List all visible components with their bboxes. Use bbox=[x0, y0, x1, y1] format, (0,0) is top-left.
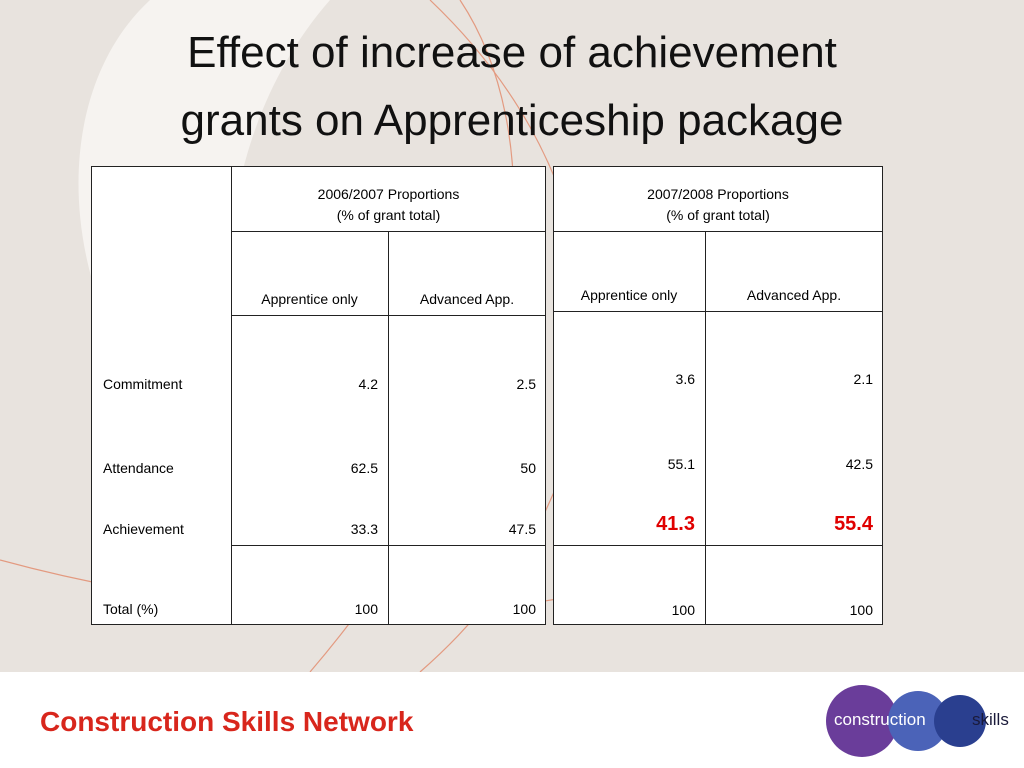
row-label: Total (%) bbox=[103, 601, 159, 617]
logo-text: skills bbox=[972, 710, 1009, 729]
column-header: Apprentice only bbox=[580, 287, 678, 303]
table-line bbox=[231, 166, 232, 625]
table-value: 62.5 bbox=[350, 460, 378, 476]
table-value: 41.3 bbox=[656, 513, 695, 535]
table-value: 3.6 bbox=[675, 371, 695, 387]
table-header: (% of grant total) bbox=[666, 207, 770, 223]
table-value: 2.5 bbox=[516, 376, 536, 392]
table-line bbox=[231, 545, 546, 546]
table-header: 2006/2007 Proportions bbox=[317, 186, 460, 202]
table-value: 100 bbox=[849, 602, 873, 618]
title-line: grants on Apprenticeship package bbox=[180, 96, 844, 145]
table-value: 50 bbox=[520, 460, 536, 476]
table-line bbox=[388, 231, 389, 625]
table-value: 42.5 bbox=[845, 456, 873, 472]
table-line bbox=[231, 315, 546, 316]
table-value: 33.3 bbox=[350, 521, 378, 537]
column-header: Apprentice only bbox=[261, 291, 358, 307]
table-value: 47.5 bbox=[508, 521, 536, 537]
table-value: 2.1 bbox=[853, 371, 873, 387]
row-label: Achievement bbox=[103, 521, 184, 537]
column-header: Advanced App. bbox=[746, 287, 842, 303]
table-line bbox=[705, 231, 706, 625]
footer: Construction Skills Network bbox=[40, 706, 414, 737]
table-value: 55.1 bbox=[667, 456, 695, 472]
table-header: 2007/2008 Proportions bbox=[647, 186, 789, 202]
table-line bbox=[231, 231, 546, 232]
table-line bbox=[553, 545, 883, 546]
row-label: Attendance bbox=[103, 460, 174, 476]
table-value: 100 bbox=[354, 601, 378, 617]
column-header: Advanced App. bbox=[419, 291, 515, 307]
table-value: 100 bbox=[512, 601, 536, 617]
table-value: 55.4 bbox=[834, 513, 873, 535]
logo-text: construction bbox=[834, 710, 926, 729]
table bbox=[91, 166, 546, 625]
table bbox=[553, 166, 883, 625]
row-label: Commitment bbox=[103, 376, 183, 392]
table-value: 100 bbox=[671, 602, 695, 618]
title-line: Effect of increase of achievement bbox=[187, 28, 837, 77]
table-line bbox=[553, 231, 883, 232]
table-value: 4.2 bbox=[358, 376, 378, 392]
table-line bbox=[553, 311, 883, 312]
table-header: (% of grant total) bbox=[336, 207, 441, 223]
